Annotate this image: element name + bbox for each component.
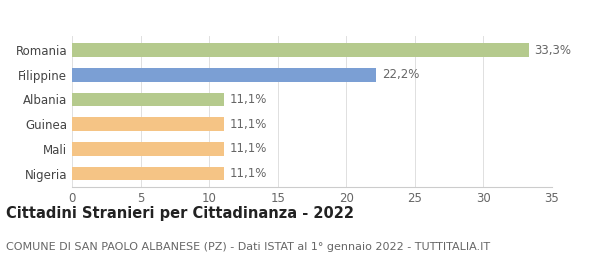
Bar	[72, 117, 224, 131]
Text: 33,3%: 33,3%	[534, 43, 571, 56]
Text: 11,1%: 11,1%	[230, 167, 267, 180]
Text: COMUNE DI SAN PAOLO ALBANESE (PZ) - Dati ISTAT al 1° gennaio 2022 - TUTTITALIA.I: COMUNE DI SAN PAOLO ALBANESE (PZ) - Dati…	[6, 242, 490, 252]
Bar	[72, 43, 529, 57]
Bar	[72, 142, 224, 156]
Text: Cittadini Stranieri per Cittadinanza - 2022: Cittadini Stranieri per Cittadinanza - 2…	[6, 206, 354, 222]
Text: 11,1%: 11,1%	[230, 142, 267, 155]
Text: 11,1%: 11,1%	[230, 118, 267, 131]
Text: 22,2%: 22,2%	[382, 68, 419, 81]
Bar	[72, 167, 224, 180]
Bar	[72, 93, 224, 106]
Text: 11,1%: 11,1%	[230, 93, 267, 106]
Bar	[72, 68, 376, 82]
